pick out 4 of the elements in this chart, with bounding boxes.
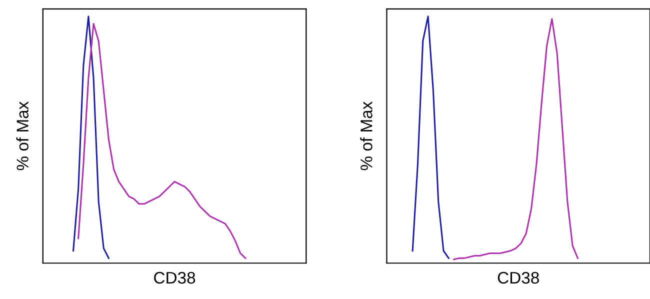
x-axis-title: CD38 — [498, 272, 539, 284]
y-axis-title: % of Max — [16, 101, 28, 170]
y-axis-title: % of Max — [360, 101, 372, 170]
x-axis-title: CD38 — [154, 272, 196, 284]
